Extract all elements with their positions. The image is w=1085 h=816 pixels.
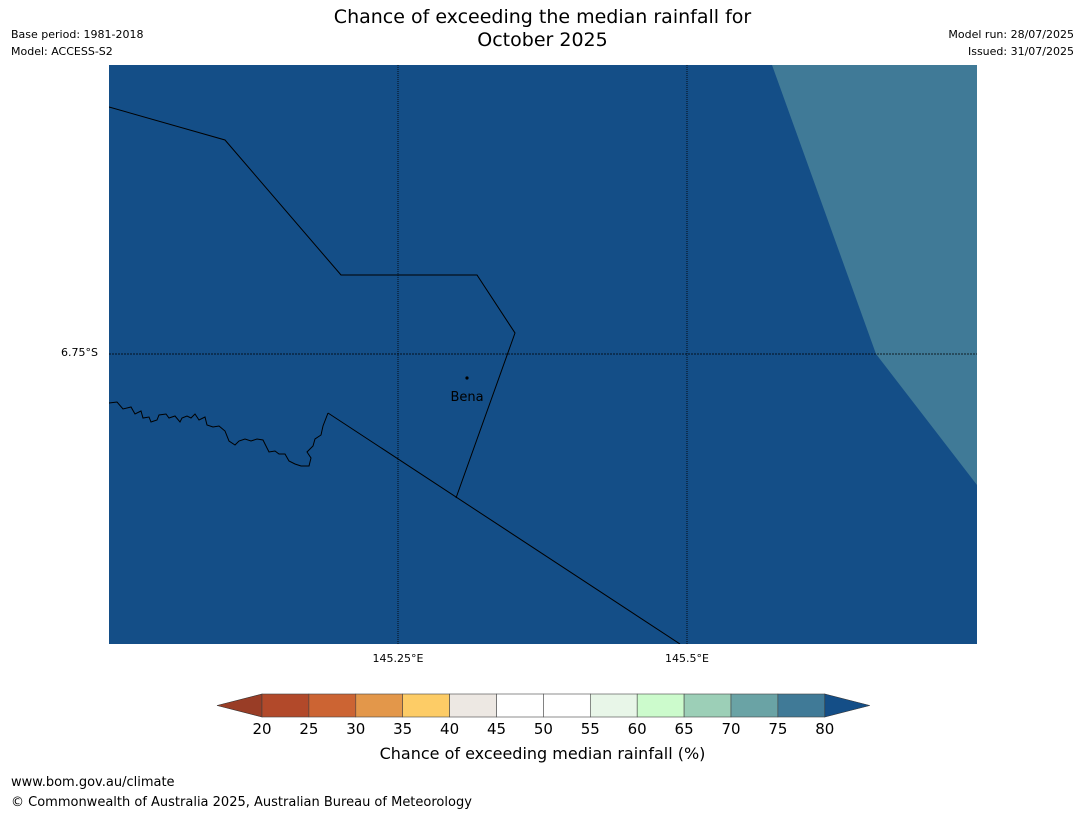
coastline-edge [109,401,329,467]
colorbar-bin [589,693,638,718]
colorbar-tick-label: 60 [627,720,647,738]
colorbar-tick-label: 35 [393,720,413,738]
bena-label: Bena [450,390,483,405]
footer-url: www.bom.gov.au/climate [11,775,175,790]
colorbar-tick-label: 40 [440,720,460,738]
base-period-text: Base period: 1981-2018 [11,28,144,41]
model-text: Model: ACCESS-S2 [11,45,113,58]
colorbar-tick-label: 50 [533,720,553,738]
colorbar-tick-label: 20 [252,720,272,738]
colorbar-tick-label: 80 [815,720,835,738]
colorbar-tick-label: 55 [580,720,600,738]
colorbar-bin [496,693,544,718]
colorbar-bin [355,693,404,718]
lon-label-1: 145.25°E [372,652,424,665]
colorbar [216,693,870,718]
map-panel: Bena [109,65,977,644]
title-line-1: Chance of exceeding the median rainfall … [333,6,752,28]
colorbar-tick-label: 75 [768,720,788,738]
meta-right: Model run: 28/07/2025 Issued: 31/07/2025 [948,26,1074,60]
colorbar-tick-label: 45 [486,720,507,738]
footer-copyright: © Commonwealth of Australia 2025, Austra… [11,795,472,810]
issued-text: Issued: 31/07/2025 [967,45,1074,58]
district-boundary [109,106,516,499]
colorbar-bin [636,693,685,718]
province-boundary [327,412,681,644]
colorbar-tick-label: 25 [299,720,319,738]
map-title: Chance of exceeding the median rainfall … [0,6,1085,52]
colorbar-bin [402,693,450,718]
bena-marker [465,376,469,380]
lat-label: 6.75°S [61,346,98,359]
colorbar-bin [683,693,732,718]
model-run-text: Model run: 28/07/2025 [948,28,1074,41]
colorbar-tick-label: 30 [346,720,366,738]
lon-label-2: 145.5°E [665,652,709,665]
map-lighter-region [772,65,977,485]
colorbar-bin [308,693,357,718]
title-line-2: October 2025 [477,29,608,51]
colorbar-low-extend [216,693,263,718]
colorbar-bin [543,693,591,718]
colorbar-title: Chance of exceeding median rainfall (%) [379,744,706,763]
colorbar-tick-label: 65 [674,720,694,738]
colorbar-bin [449,693,497,718]
colorbar-bin [777,693,826,718]
colorbar-bin [730,693,779,718]
colorbar-high-extend [824,693,870,718]
colorbar-bin [261,693,310,718]
colorbar-tick-label: 70 [721,720,741,738]
meta-left: Base period: 1981-2018 Model: ACCESS-S2 [11,26,143,60]
